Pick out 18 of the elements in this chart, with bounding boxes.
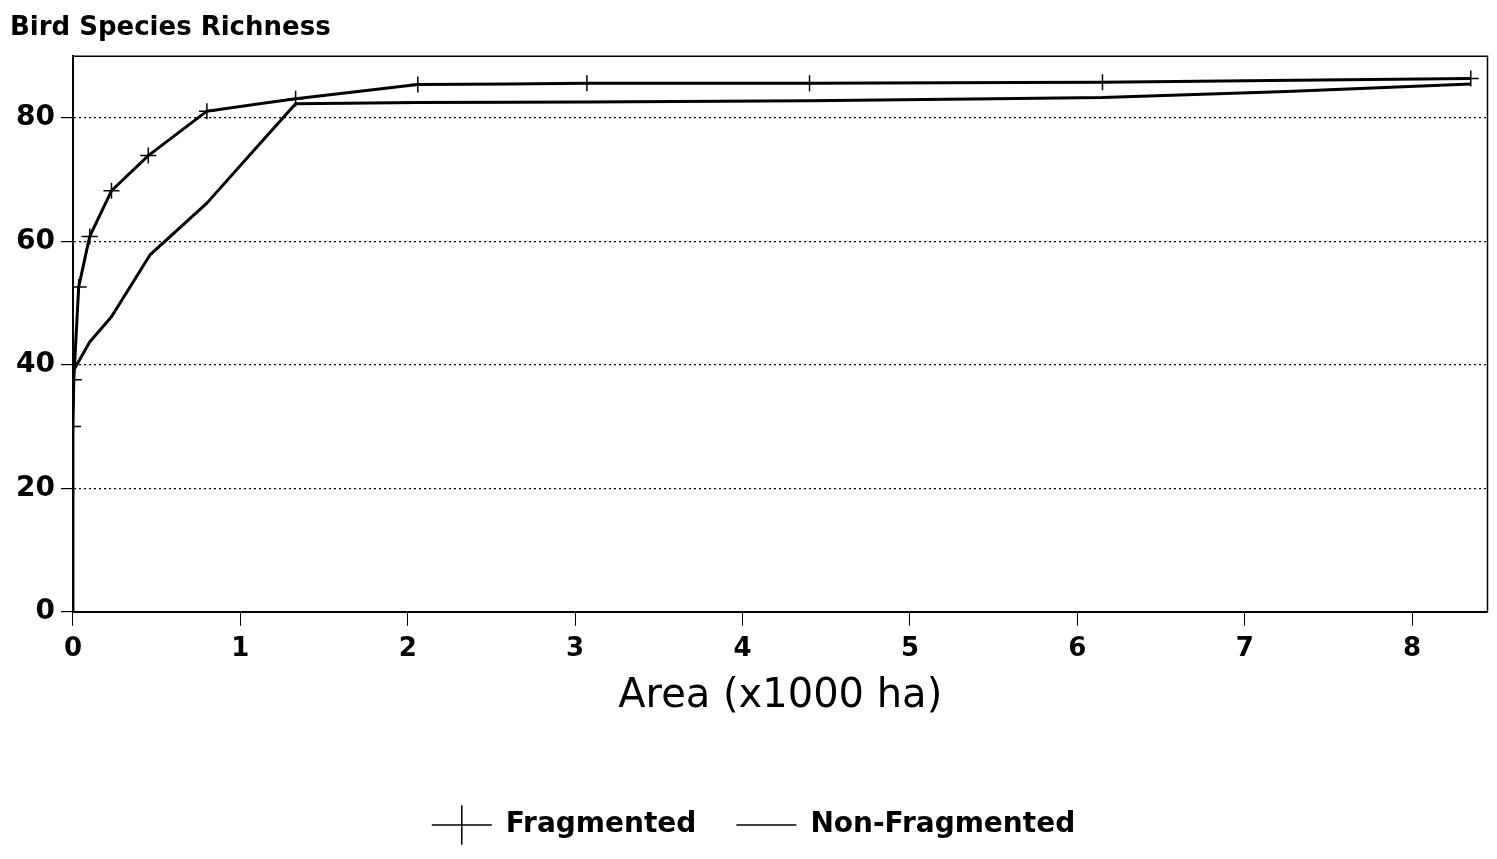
y-tick-label: 80 xyxy=(16,99,55,133)
x-tick-label: 1 xyxy=(231,632,250,663)
chart-title: Bird Species Richness xyxy=(10,11,331,42)
x-tick-label: 7 xyxy=(1235,632,1254,663)
x-tick-label: 8 xyxy=(1403,632,1422,663)
x-tick-label: 0 xyxy=(63,632,83,663)
legend-label: Non-Fragmented xyxy=(810,806,1076,840)
x-tick-label: 6 xyxy=(1068,632,1087,663)
x-tick-label: 2 xyxy=(398,632,417,663)
y-tick-label: 20 xyxy=(16,469,55,503)
x-tick-label: 4 xyxy=(733,632,752,663)
y-tick-label: 60 xyxy=(16,222,55,256)
x-tick-label: 5 xyxy=(900,632,920,663)
x-tick-label: 3 xyxy=(566,632,585,663)
y-tick-label: 0 xyxy=(35,593,55,627)
x-axis-title: Area (x1000 ha) xyxy=(618,670,943,717)
y-tick-label: 40 xyxy=(16,346,55,380)
legend-label: Fragmented xyxy=(505,806,697,840)
